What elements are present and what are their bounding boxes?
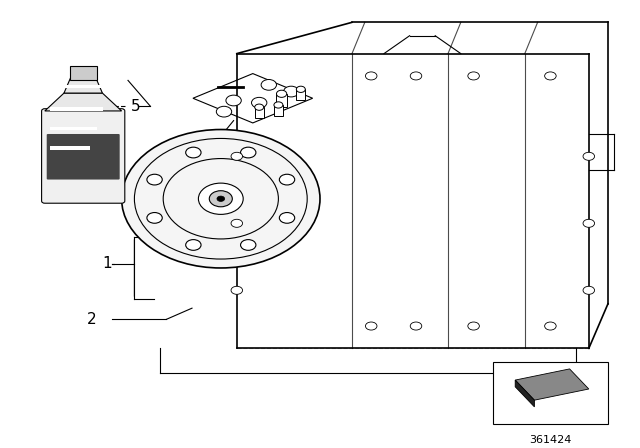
- Circle shape: [276, 90, 287, 97]
- Circle shape: [583, 152, 595, 160]
- Circle shape: [545, 322, 556, 330]
- Circle shape: [583, 286, 595, 294]
- FancyBboxPatch shape: [50, 127, 97, 130]
- Circle shape: [284, 86, 299, 97]
- Text: 5: 5: [131, 99, 141, 114]
- Polygon shape: [515, 380, 534, 407]
- Circle shape: [241, 240, 256, 250]
- Text: 2: 2: [86, 312, 96, 327]
- Circle shape: [410, 72, 422, 80]
- Circle shape: [147, 174, 163, 185]
- FancyBboxPatch shape: [42, 109, 125, 203]
- Circle shape: [255, 104, 264, 110]
- Circle shape: [252, 97, 267, 108]
- Polygon shape: [276, 94, 287, 107]
- Circle shape: [231, 219, 243, 227]
- Circle shape: [545, 72, 556, 80]
- Circle shape: [410, 322, 422, 330]
- Circle shape: [468, 322, 479, 330]
- Circle shape: [231, 286, 243, 294]
- Polygon shape: [64, 75, 102, 93]
- Text: 3-DS: 3-DS: [163, 172, 211, 190]
- Circle shape: [279, 212, 294, 223]
- Circle shape: [261, 79, 276, 90]
- Bar: [493, 362, 608, 424]
- Circle shape: [198, 183, 243, 215]
- Circle shape: [226, 95, 241, 106]
- FancyBboxPatch shape: [50, 85, 110, 88]
- Circle shape: [241, 147, 256, 158]
- FancyBboxPatch shape: [50, 146, 90, 150]
- Polygon shape: [296, 89, 305, 100]
- Text: 4: 4: [208, 129, 218, 144]
- Circle shape: [217, 196, 225, 202]
- Polygon shape: [70, 66, 97, 80]
- Circle shape: [365, 322, 377, 330]
- Circle shape: [216, 106, 232, 117]
- Circle shape: [583, 219, 595, 227]
- Text: 1: 1: [102, 256, 112, 271]
- Text: 361424: 361424: [529, 435, 572, 445]
- FancyBboxPatch shape: [47, 134, 120, 180]
- FancyBboxPatch shape: [50, 108, 103, 111]
- Circle shape: [274, 102, 283, 108]
- Polygon shape: [45, 93, 122, 111]
- Circle shape: [186, 240, 201, 250]
- Circle shape: [468, 72, 479, 80]
- Circle shape: [365, 72, 377, 80]
- Circle shape: [147, 212, 163, 223]
- Circle shape: [279, 174, 294, 185]
- Circle shape: [186, 147, 201, 158]
- Polygon shape: [274, 105, 283, 116]
- Circle shape: [296, 86, 305, 92]
- Polygon shape: [255, 107, 264, 118]
- Circle shape: [209, 191, 232, 207]
- Polygon shape: [515, 369, 589, 400]
- Circle shape: [231, 152, 243, 160]
- Circle shape: [122, 129, 320, 268]
